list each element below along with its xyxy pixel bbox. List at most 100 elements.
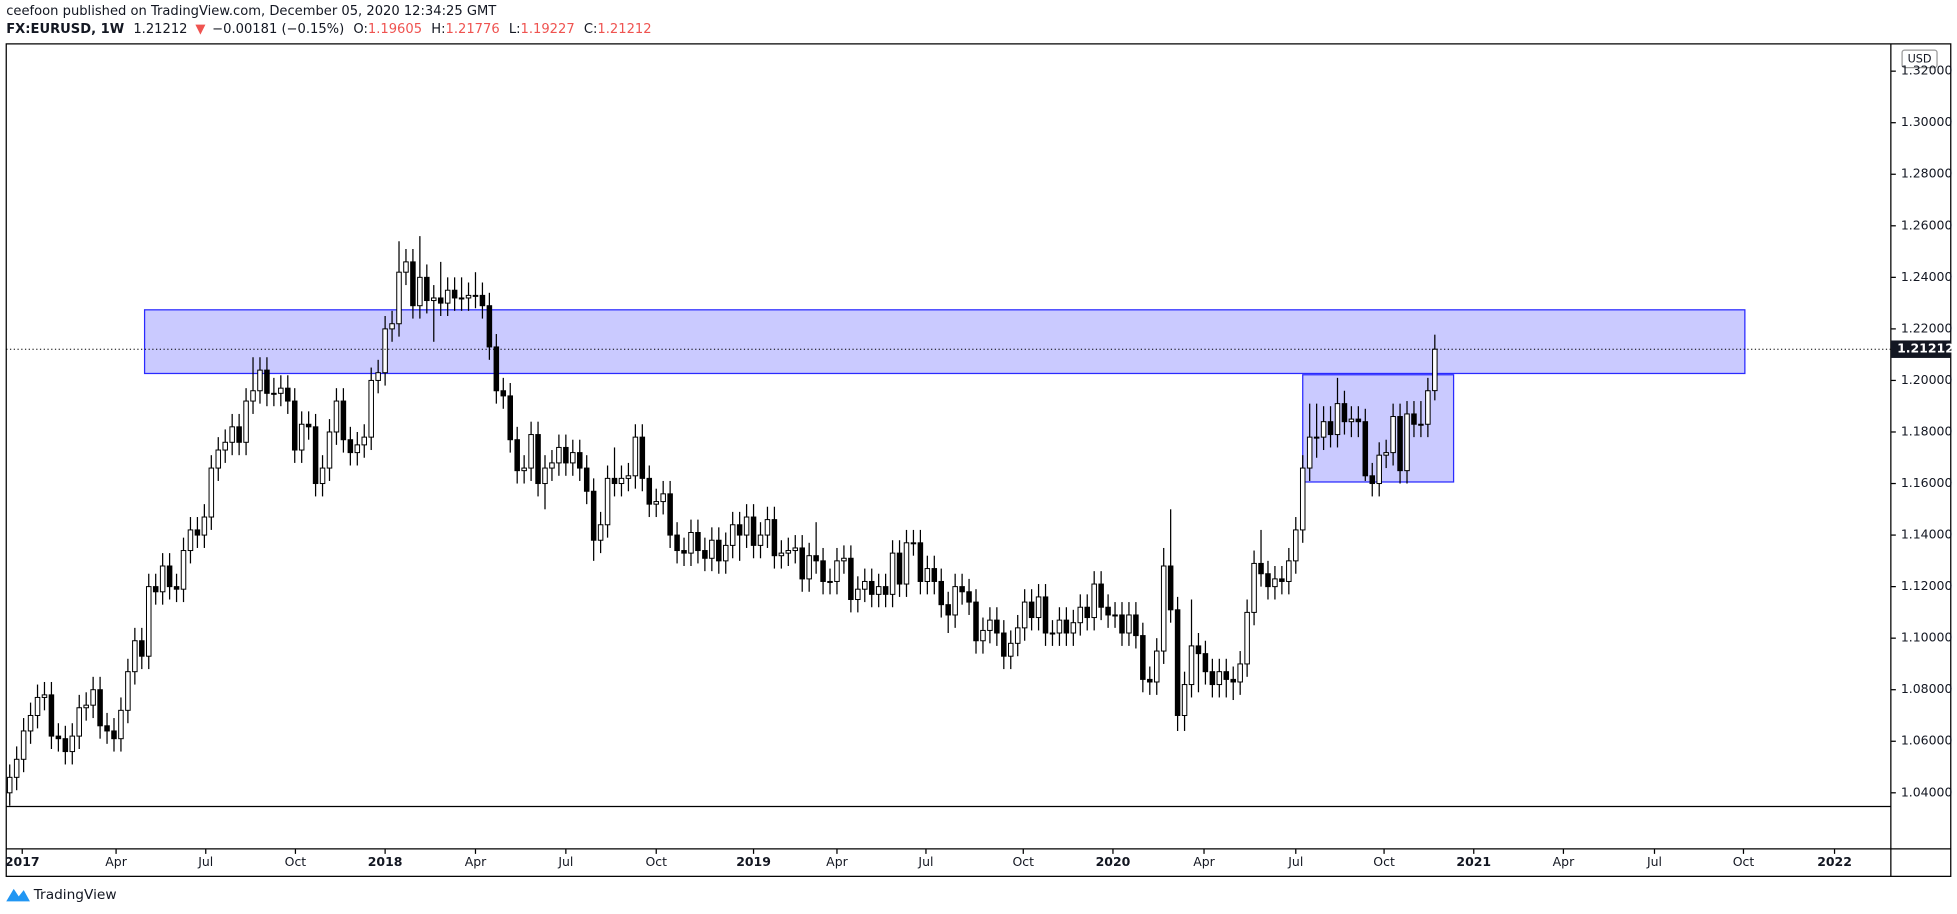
candle-body	[903, 542, 910, 585]
candle-body	[1279, 578, 1285, 582]
candle-body	[1153, 650, 1160, 683]
candle-body	[500, 390, 507, 397]
y-tick-label: 1.08000	[1901, 681, 1953, 696]
candle-body	[1202, 653, 1209, 673]
x-tick-label: Oct	[1373, 854, 1395, 869]
y-tick-label: 1.16000	[1901, 475, 1953, 490]
candle-body	[827, 580, 833, 583]
x-tick-label: 2021	[1456, 854, 1491, 869]
candle-body	[855, 588, 861, 601]
candle-body	[486, 305, 493, 348]
candle-body	[994, 619, 1000, 634]
last-value: 1.21212	[133, 21, 187, 36]
ohlc-value: 1.19227	[521, 21, 575, 36]
candle-body	[549, 462, 555, 469]
candle-body	[1306, 436, 1313, 469]
candle-body	[1056, 619, 1063, 634]
symbol-line: FX:EURUSD, 1W 1.21212 ▼ −0.00181 (−0.15%…	[6, 21, 651, 36]
candle-body	[1293, 529, 1299, 562]
candle-body	[6, 776, 13, 794]
candle-body	[396, 271, 402, 325]
candle-body	[340, 400, 347, 441]
chart-frame	[5, 43, 1952, 877]
x-tick-label: Apr	[1553, 854, 1575, 869]
candle-body	[1188, 645, 1195, 686]
candle-body	[1042, 596, 1049, 634]
candle-body	[166, 565, 173, 588]
candle-body	[583, 467, 590, 492]
candle-body	[792, 547, 799, 552]
candle-body	[868, 580, 875, 595]
candle-body	[326, 431, 333, 469]
x-tick-label: Jul	[197, 854, 213, 869]
candle-body	[535, 434, 541, 485]
candle-body	[938, 580, 945, 606]
candle-body	[528, 434, 534, 469]
candle-body	[896, 552, 903, 585]
candle-body	[319, 467, 326, 485]
candle-body	[271, 392, 277, 395]
candle-body	[959, 586, 965, 593]
candle-body	[410, 261, 416, 307]
candle-body	[1237, 663, 1243, 683]
candle-body	[1425, 390, 1431, 425]
y-tick-label: 1.28000	[1901, 166, 1953, 181]
x-tick-label: Oct	[1733, 854, 1755, 869]
candle-body	[1251, 562, 1257, 613]
candle-body	[1001, 632, 1007, 657]
candle-body	[139, 640, 145, 657]
candle-body	[76, 707, 82, 737]
candle-body	[590, 490, 597, 541]
candle-body	[1174, 609, 1181, 716]
last-price-label: 1.21212	[1897, 341, 1954, 356]
candle-body	[118, 709, 124, 740]
candle-body	[848, 557, 854, 601]
candle-body	[563, 446, 569, 464]
x-tick-label: Jul	[1287, 854, 1303, 869]
candle-body	[403, 261, 409, 273]
candle-body	[778, 552, 785, 557]
candle-body	[597, 524, 604, 541]
candle-body	[1418, 423, 1424, 426]
x-tick-label: Oct	[1012, 854, 1034, 869]
candle-body	[159, 565, 166, 593]
candle-body	[556, 446, 562, 464]
candle-body	[354, 444, 361, 454]
candle-body	[1362, 421, 1369, 477]
candle-body	[743, 516, 750, 536]
candle-body	[62, 738, 69, 753]
y-tick-label: 1.10000	[1901, 630, 1953, 645]
candle-body	[917, 542, 924, 582]
candle-body	[1299, 467, 1306, 531]
ohlc-value: 1.21212	[597, 21, 651, 36]
candle-body	[55, 735, 62, 740]
symbol: FX:EURUSD, 1W	[6, 21, 125, 36]
plot	[6, 236, 1891, 806]
x-tick-label: Apr	[105, 854, 127, 869]
candle-body	[180, 550, 187, 590]
candle-body	[1195, 645, 1202, 655]
candle-body	[194, 529, 201, 536]
candle-body	[945, 604, 951, 616]
candle-body	[1181, 684, 1188, 716]
candle-body	[834, 560, 840, 582]
candle-body	[291, 400, 298, 451]
candle-body	[1404, 413, 1410, 472]
ohlc-label: H:	[431, 21, 445, 36]
candle-body	[97, 689, 103, 727]
candle-body	[966, 591, 972, 603]
candle-body	[722, 544, 729, 562]
candle-body	[702, 550, 708, 559]
candle-body	[931, 568, 938, 582]
candle-body	[736, 524, 743, 536]
candle-body	[1133, 614, 1139, 637]
candle-body	[1348, 418, 1355, 423]
candle-body	[1265, 573, 1271, 588]
candle-body	[1021, 601, 1028, 629]
candle-body	[695, 531, 701, 552]
candle-body	[34, 696, 41, 716]
candle-body	[910, 542, 917, 545]
candle-body	[1223, 671, 1230, 680]
candle-body	[1147, 678, 1153, 683]
candle-body	[820, 560, 826, 582]
